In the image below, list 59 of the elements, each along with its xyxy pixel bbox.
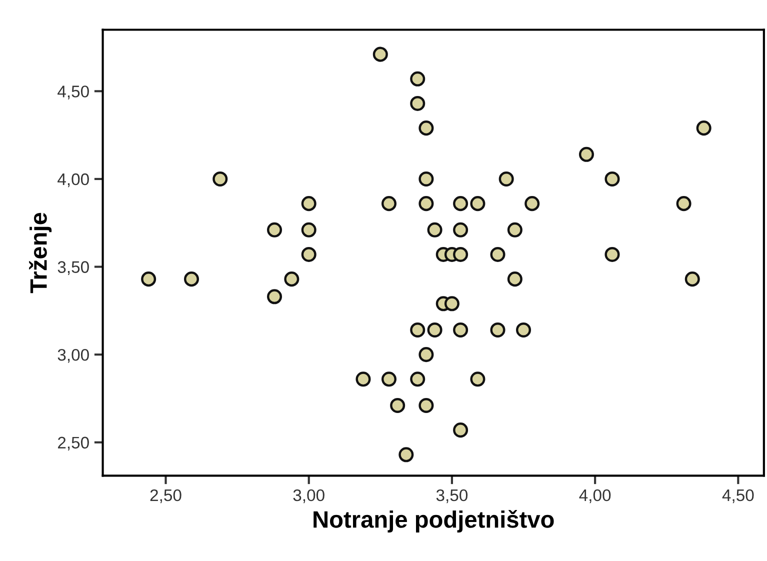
point (453, 422, 468, 438)
point (301, 222, 316, 238)
y-tick-label: 3,50 (58, 261, 89, 275)
point (141, 272, 156, 287)
point (390, 398, 406, 414)
point (498, 171, 514, 186)
point (524, 196, 540, 212)
point (266, 289, 282, 304)
y-tick-label: 3,00 (58, 348, 89, 363)
point (470, 372, 486, 387)
point (410, 372, 426, 387)
point (418, 196, 434, 212)
point (453, 246, 468, 262)
y-tick-label: 2,50 (58, 436, 89, 451)
point (453, 196, 468, 212)
x-axis-title: Notranje podjetništvo (314, 510, 554, 533)
point (684, 272, 700, 287)
point (578, 146, 594, 162)
point (381, 372, 397, 387)
point (266, 222, 282, 238)
point (427, 322, 442, 338)
point (604, 171, 620, 186)
y-tick-label: 4,50 (58, 86, 89, 100)
point (284, 272, 300, 287)
point (410, 71, 426, 86)
point (372, 46, 388, 62)
point (418, 171, 434, 186)
point (490, 246, 506, 262)
point (184, 272, 200, 287)
point (516, 322, 532, 338)
y-tick-label: 4,00 (58, 173, 89, 188)
x-tick-label: 3,00 (293, 489, 324, 504)
x-tick-label: 4,00 (579, 489, 611, 504)
point (410, 322, 426, 338)
point (507, 222, 522, 238)
point (381, 196, 397, 212)
point (212, 171, 228, 186)
point (418, 120, 434, 136)
point (507, 272, 522, 287)
point (453, 322, 468, 338)
point (427, 222, 442, 238)
point (453, 222, 468, 238)
point (676, 196, 692, 212)
y-axis-title: Trženje (29, 212, 52, 294)
point (410, 96, 426, 111)
point (398, 447, 414, 462)
x-tick-label: 2,50 (150, 489, 182, 504)
x-tick-label: 4,50 (722, 489, 754, 504)
point (356, 372, 371, 387)
point (418, 398, 434, 414)
point (418, 347, 434, 362)
x-tick-label: 3,50 (436, 489, 468, 504)
point (470, 196, 486, 212)
point (696, 120, 712, 136)
point (444, 296, 460, 312)
point (604, 246, 620, 262)
point (301, 196, 316, 212)
point (301, 246, 316, 262)
point (490, 322, 506, 338)
